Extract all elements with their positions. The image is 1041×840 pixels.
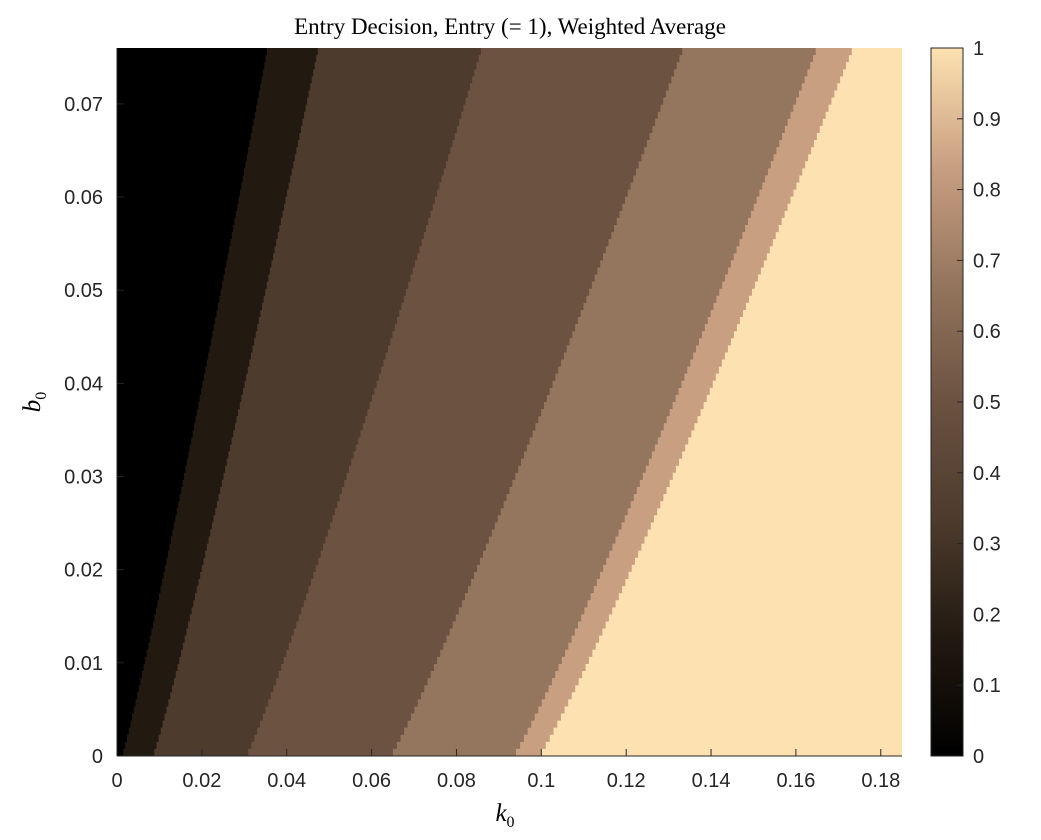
colorbar-tick-label: 0.6 bbox=[973, 321, 1001, 343]
y-tick-label: 0.06 bbox=[64, 187, 103, 209]
region-6 bbox=[539, 48, 902, 756]
plot-frame bbox=[116, 48, 902, 757]
y-axis-label-base: b bbox=[19, 400, 46, 413]
colorbar-tick-label: 0.3 bbox=[973, 534, 1001, 556]
x-axis: 0 0.02 0.04 0.06 0.08 0.1 0.12 0.14 0.16 0.18 bbox=[111, 749, 900, 792]
y-tick-label: 0.01 bbox=[64, 653, 103, 675]
y-axis: 0 0.01 0.02 0.03 0.04 0.05 0.06 0.07 bbox=[64, 94, 124, 768]
x-tick-label: 0.18 bbox=[861, 770, 900, 792]
chart-title: Entry Decision, Entry (= 1), Weighted Av… bbox=[294, 14, 726, 39]
y-tick-label: 0.04 bbox=[64, 373, 103, 395]
colorbar: 0 0.1 0.2 0.3 0.4 0.5 0.6 0.7 0.8 0.9 1 bbox=[930, 38, 1001, 768]
y-axis-label: b0 bbox=[19, 392, 50, 413]
x-tick-label: 0.02 bbox=[182, 770, 221, 792]
x-axis-label: k0 bbox=[495, 800, 514, 831]
x-axis-label-base: k bbox=[495, 800, 507, 827]
x-tick-label: 0 bbox=[111, 770, 122, 792]
colorbar-tick-label: 0.1 bbox=[973, 675, 1001, 697]
colorbar-tick-label: 0.8 bbox=[973, 180, 1001, 202]
x-tick-label: 0.14 bbox=[692, 770, 731, 792]
colorbar-tick-label: 0 bbox=[973, 746, 984, 768]
colorbar-tick-label: 0.7 bbox=[973, 250, 1001, 272]
y-tick-label: 0.02 bbox=[64, 560, 103, 582]
y-tick-label: 0.05 bbox=[64, 280, 103, 302]
y-axis-label-subscript: 0 bbox=[33, 392, 50, 400]
y-tick-label: 0 bbox=[92, 746, 103, 768]
x-tick-label: 0.04 bbox=[267, 770, 306, 792]
colorbar-tick-label: 0.4 bbox=[973, 463, 1001, 485]
y-tick-label: 0.03 bbox=[64, 467, 103, 489]
colorbar-tick-label: 0.2 bbox=[973, 604, 1001, 626]
x-tick-label: 0.1 bbox=[527, 770, 555, 792]
x-axis-label-subscript: 0 bbox=[507, 814, 515, 831]
x-tick-label: 0.12 bbox=[607, 770, 646, 792]
colorbar-tick-label: 1 bbox=[973, 38, 984, 60]
x-tick-label: 0.06 bbox=[352, 770, 391, 792]
x-tick-label: 0.08 bbox=[437, 770, 476, 792]
x-tick-label: 0.16 bbox=[776, 770, 815, 792]
colorbar-tick-label: 0.9 bbox=[973, 109, 1001, 131]
heatmap-area bbox=[117, 48, 902, 756]
y-tick-label: 0.07 bbox=[64, 94, 103, 116]
colorbar-tick-label: 0.5 bbox=[973, 392, 1001, 414]
colorbar-low-band bbox=[931, 745, 963, 756]
